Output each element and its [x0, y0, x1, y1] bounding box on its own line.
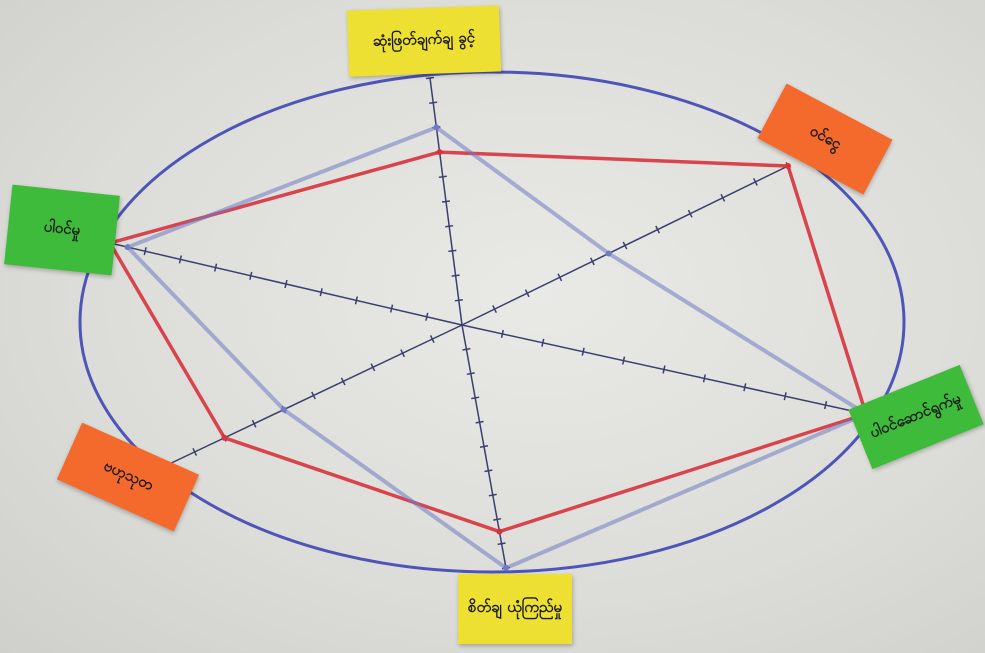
axis-label: စိတ်ချ ယုံကြည်မှု: [458, 574, 572, 644]
tick-mark: [704, 374, 706, 382]
tick-mark: [493, 519, 501, 520]
tick-mark: [467, 373, 475, 374]
tick-mark: [462, 349, 470, 350]
tick-mark: [285, 280, 287, 288]
radar-point: [281, 407, 287, 413]
tick-mark: [502, 330, 504, 338]
radar-point: [437, 149, 443, 155]
tick-mark: [426, 77, 434, 78]
tick-mark: [448, 250, 456, 251]
tick-mark: [542, 339, 544, 347]
tick-mark: [663, 366, 665, 374]
radar-point: [503, 565, 509, 571]
tick-mark: [480, 446, 488, 447]
tick-mark: [215, 264, 217, 272]
tick-mark: [355, 297, 357, 305]
tick-mark: [144, 247, 146, 255]
tick-mark: [489, 494, 497, 495]
axis-label: ပါဝင်မှု: [4, 185, 120, 276]
radar-point: [785, 163, 791, 169]
tick-mark: [582, 348, 584, 356]
tick-mark: [476, 421, 484, 422]
tick-mark: [320, 288, 322, 296]
radar-point: [606, 250, 612, 256]
tick-mark: [429, 102, 437, 103]
radar-point: [221, 435, 227, 441]
tick-mark: [391, 305, 393, 313]
tick-mark: [784, 392, 786, 400]
tick-mark: [179, 256, 181, 264]
chart: [0, 0, 985, 653]
axis-label: ဆုံးဖြတ်ချက်ချ ခွင့်: [347, 5, 501, 76]
tick-mark: [455, 300, 463, 301]
tick-mark: [471, 397, 479, 398]
radar-line: [128, 127, 866, 568]
tick-mark: [484, 470, 492, 471]
tick-mark: [744, 383, 746, 391]
tick-mark: [439, 176, 447, 177]
tick-mark: [445, 226, 453, 227]
tick-mark: [426, 313, 428, 321]
tick-mark: [442, 201, 450, 202]
radar-point: [496, 529, 502, 535]
tick-mark: [250, 272, 252, 280]
photo: ဆုံးဖြတ်ချက်ချ ခွင့် ဝင်ငွေ ပါဝင်ဆောင်ရွ…: [0, 0, 985, 653]
radar-point: [433, 124, 439, 130]
tick-mark: [452, 275, 460, 276]
radar-point: [125, 244, 131, 250]
tick-mark: [623, 357, 625, 365]
tick-mark: [498, 543, 506, 544]
tick-mark: [825, 401, 827, 409]
